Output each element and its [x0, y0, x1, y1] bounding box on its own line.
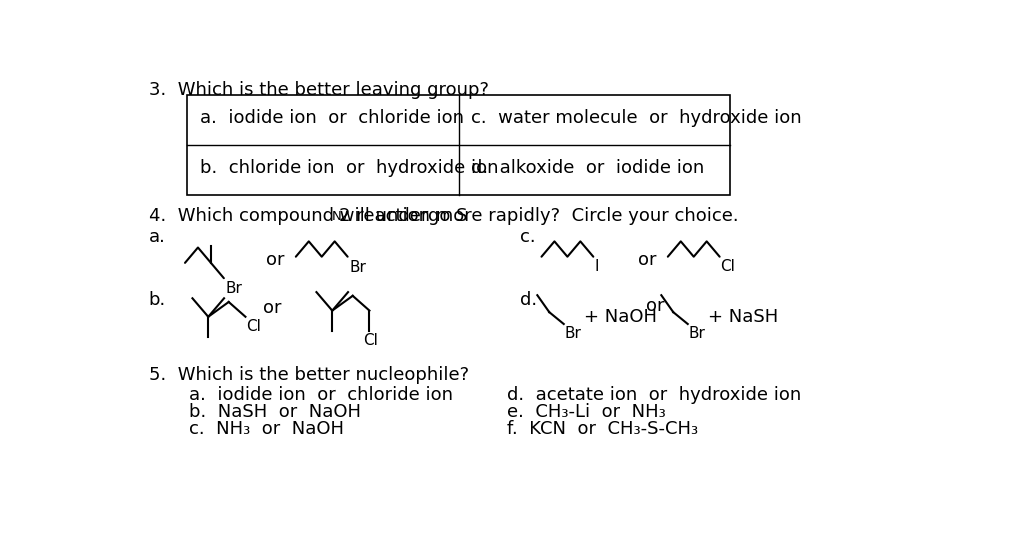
- Text: Br: Br: [225, 281, 243, 296]
- Text: d.: d.: [520, 292, 537, 309]
- Text: a.  iodide ion  or  chloride ion: a. iodide ion or chloride ion: [189, 386, 453, 404]
- Text: a.: a.: [148, 228, 165, 246]
- Text: Br: Br: [349, 260, 366, 275]
- Text: c.  NH₃  or  NaOH: c. NH₃ or NaOH: [189, 420, 344, 438]
- Text: + NaSH: + NaSH: [707, 308, 779, 325]
- Text: or: or: [263, 299, 281, 317]
- Text: Br: Br: [564, 326, 582, 341]
- Text: I: I: [594, 259, 599, 274]
- Text: e.  CH₃-Li  or  NH₃: e. CH₃-Li or NH₃: [506, 403, 666, 421]
- Bar: [188, 95, 730, 195]
- Text: or: or: [266, 251, 285, 269]
- Text: Cl: Cl: [721, 259, 735, 274]
- Text: c.  water molecule  or  hydroxide ion: c. water molecule or hydroxide ion: [471, 109, 802, 127]
- Text: 5.  Which is the better nucleophile?: 5. Which is the better nucleophile?: [148, 366, 469, 384]
- Text: 2 reaction more rapidly?  Circle your choice.: 2 reaction more rapidly? Circle your cho…: [339, 208, 739, 225]
- Text: d.  acetate ion  or  hydroxide ion: d. acetate ion or hydroxide ion: [506, 386, 801, 404]
- Text: N: N: [332, 210, 342, 223]
- Text: b.  chloride ion  or  hydroxide ion: b. chloride ion or hydroxide ion: [200, 159, 498, 177]
- Text: Br: Br: [688, 326, 705, 341]
- Text: b.  NaSH  or  NaOH: b. NaSH or NaOH: [189, 403, 361, 421]
- Text: f.  KCN  or  CH₃-S-CH₃: f. KCN or CH₃-S-CH₃: [506, 420, 697, 438]
- Text: 4.  Which compound will undergo S: 4. Which compound will undergo S: [148, 208, 467, 225]
- Text: a.  iodide ion  or  chloride ion: a. iodide ion or chloride ion: [200, 109, 464, 127]
- Text: or: or: [638, 251, 657, 269]
- Text: d.  alkoxide  or  iodide ion: d. alkoxide or iodide ion: [471, 159, 704, 177]
- Text: b.: b.: [148, 292, 165, 309]
- Text: 3.  Which is the better leaving group?: 3. Which is the better leaving group?: [148, 81, 488, 99]
- Text: Cl: Cl: [247, 319, 261, 334]
- Text: + NaOH: + NaOH: [584, 308, 657, 325]
- Text: Cl: Cl: [363, 333, 379, 348]
- Text: or: or: [647, 297, 665, 315]
- Text: c.: c.: [520, 228, 536, 246]
